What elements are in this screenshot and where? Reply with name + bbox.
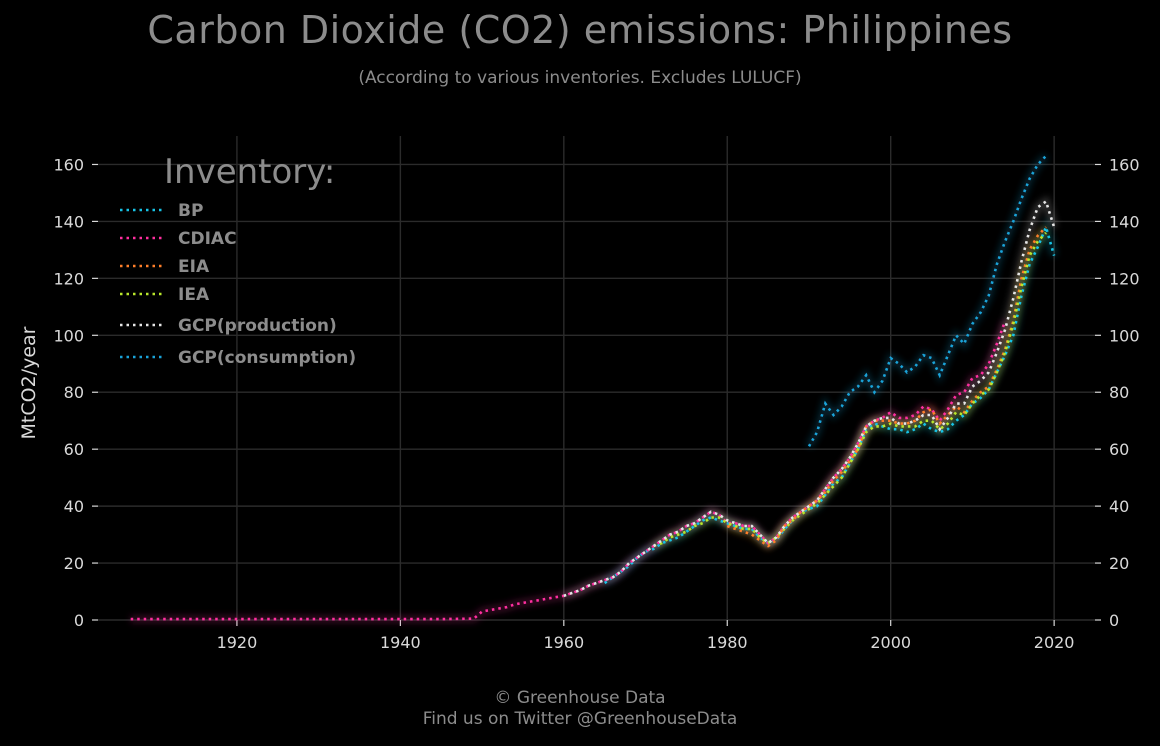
y-tick-label-left: 140 — [53, 212, 84, 231]
chart-title: Carbon Dioxide (CO2) emissions: Philippi… — [147, 8, 1013, 52]
y-tick-label-left: 60 — [64, 440, 84, 459]
legend-label-cdiac: CDIAC — [178, 229, 237, 249]
y-tick-label-left: 80 — [64, 383, 84, 402]
series-line-iea — [653, 231, 1047, 548]
series-layer — [130, 155, 1056, 621]
x-tick-label: 1960 — [543, 633, 584, 652]
x-tick-label: 1980 — [707, 633, 748, 652]
y-tick-label-left: 160 — [53, 155, 84, 174]
series-line-eia — [726, 226, 1047, 548]
y-tick-label-left: 20 — [64, 554, 84, 573]
legend: Inventory: BP CDIAC EIA IEA GCP(production) GC… — [120, 152, 356, 368]
y-tick-label-right: 100 — [1109, 326, 1140, 345]
series-line-bp — [603, 223, 1056, 585]
gridlines — [98, 136, 1095, 621]
y-tick-label-right: 160 — [1109, 155, 1140, 174]
x-tick-label: 1940 — [380, 633, 421, 652]
x-tick-label: 1920 — [217, 633, 258, 652]
y-tick-label-right: 80 — [1109, 383, 1129, 402]
chart-subtitle: (According to various inventories. Exclu… — [358, 68, 802, 88]
series-line-cdiac — [130, 320, 1007, 621]
series-glow-layer — [130, 153, 1058, 623]
series-glow-eia — [726, 224, 1049, 551]
copyright-text: © Greenhouse Data — [494, 688, 666, 708]
legend-label-eia: EIA — [178, 257, 210, 277]
y-tick-label-right: 120 — [1109, 269, 1140, 288]
y-tick-label-right: 20 — [1109, 554, 1129, 573]
legend-label-bp: BP — [178, 201, 203, 221]
y-tick-label-right: 40 — [1109, 497, 1129, 516]
series-line-gcp-production — [563, 199, 1056, 598]
legend-label-gcp-consumption: GCP(consumption) — [178, 348, 356, 368]
twitter-text: Find us on Twitter @GreenhouseData — [422, 709, 738, 729]
legend-title: Inventory: — [164, 152, 335, 192]
legend-label-gcp-production: GCP(production) — [178, 316, 337, 336]
y-tick-label-left: 0 — [74, 611, 84, 630]
x-tick-label: 2000 — [870, 633, 911, 652]
y-axis-label: MtCO2/year — [18, 326, 40, 439]
y-tick-label-right: 140 — [1109, 212, 1140, 231]
footer: © Greenhouse Data Find us on Twitter @Gr… — [0, 688, 1160, 730]
y-tick-label-left: 40 — [64, 497, 84, 516]
y-tick-label-right: 0 — [1109, 611, 1119, 630]
x-tick-label: 2020 — [1034, 633, 1075, 652]
series-line-gcp-consumption — [807, 155, 1047, 447]
y-tick-label-left: 100 — [53, 326, 84, 345]
y-tick-label-left: 120 — [53, 269, 84, 288]
y-tick-label-right: 60 — [1109, 440, 1129, 459]
legend-label-iea: IEA — [178, 285, 210, 305]
